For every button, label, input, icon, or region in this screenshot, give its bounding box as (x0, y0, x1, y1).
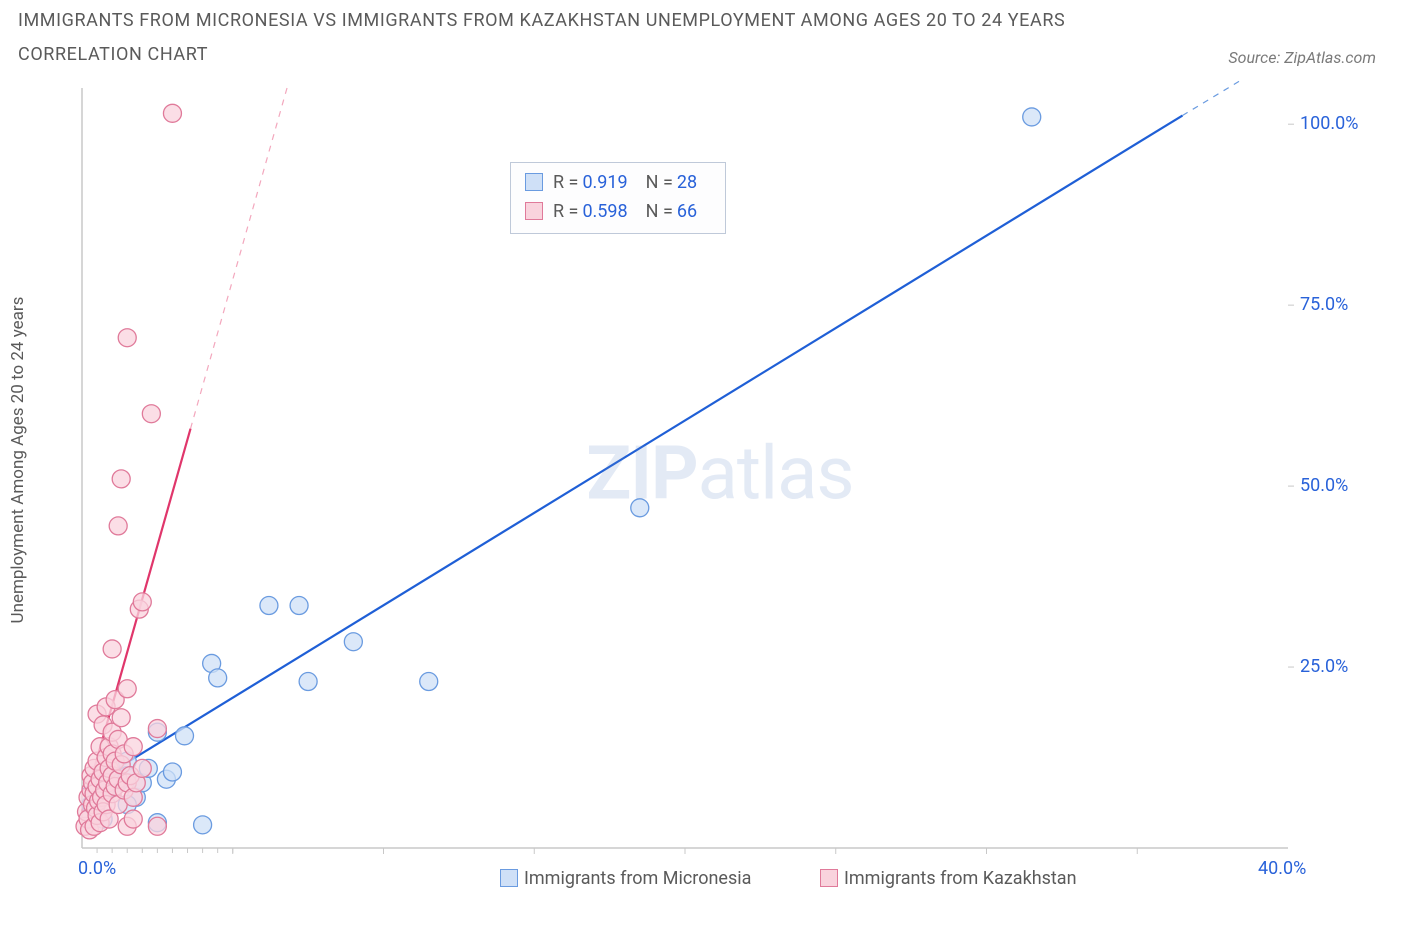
data-point (209, 669, 227, 687)
legend-swatch (820, 869, 838, 887)
stat-r-value: 0.598 (582, 201, 627, 222)
y-axis-label: Unemployment Among Ages 20 to 24 years (8, 297, 28, 624)
data-point (142, 405, 160, 423)
y-tick-label: 50.0% (1300, 475, 1348, 496)
legend-label: Immigrants from Micronesia (524, 868, 751, 889)
legend-swatch (525, 202, 543, 220)
bottom-legend-item: Immigrants from Micronesia (500, 868, 751, 889)
data-point (124, 810, 142, 828)
data-point (103, 640, 121, 658)
source-name: ZipAtlas.com (1284, 48, 1376, 67)
chart-title-line2: CORRELATION CHART (18, 44, 208, 65)
data-point (163, 104, 181, 122)
data-point (148, 720, 166, 738)
data-point (290, 597, 308, 615)
data-point (112, 470, 130, 488)
x-tick-label: 0.0% (78, 858, 116, 879)
chart-title-line1: IMMIGRANTS FROM MICRONESIA VS IMMIGRANTS… (18, 10, 1065, 31)
legend-label: Immigrants from Kazakhstan (844, 868, 1077, 889)
stats-row: R =0.919 N =28 (525, 169, 711, 198)
data-point (420, 673, 438, 691)
data-point (631, 499, 649, 517)
y-tick-label: 25.0% (1300, 656, 1348, 677)
chart-area: ZIPatlas R =0.919N =28R =0.598N =66 Immi… (60, 80, 1380, 900)
source-prefix: Source: (1228, 48, 1284, 67)
stat-n-value: 66 (677, 201, 697, 222)
x-tick-label: 40.0% (1258, 858, 1306, 879)
source-attribution: Source: ZipAtlas.com (1228, 48, 1376, 67)
stat-r-value: 0.919 (582, 172, 627, 193)
stats-legend-box: R =0.919 N =28 R =0.598 N =66 (510, 162, 726, 234)
legend-swatch (525, 173, 543, 191)
data-point (133, 759, 151, 777)
data-point (163, 763, 181, 781)
stat-r-label: R = (553, 201, 578, 222)
data-point (344, 633, 362, 651)
legend-swatch (500, 869, 518, 887)
bottom-legend-item: Immigrants from Kazakhstan (820, 868, 1077, 889)
data-point (112, 709, 130, 727)
stat-r-label: R = (553, 172, 578, 193)
data-point (176, 727, 194, 745)
data-point (1023, 108, 1041, 126)
data-point (118, 329, 136, 347)
data-point (109, 517, 127, 535)
stat-n-label: N = (646, 201, 673, 222)
y-tick-label: 75.0% (1300, 294, 1348, 315)
y-tick-label: 100.0% (1300, 113, 1358, 134)
data-point (260, 597, 278, 615)
data-point (299, 673, 317, 691)
data-point (133, 593, 151, 611)
data-point (124, 738, 142, 756)
stats-row: R =0.598 N =66 (525, 198, 711, 227)
data-point (148, 817, 166, 835)
stat-n-value: 28 (677, 172, 697, 193)
data-point (118, 680, 136, 698)
data-point (194, 816, 212, 834)
stat-n-label: N = (646, 172, 673, 193)
